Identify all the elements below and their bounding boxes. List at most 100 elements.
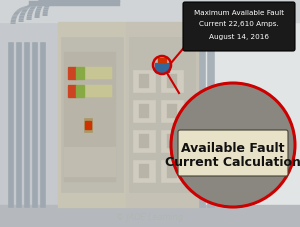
Polygon shape bbox=[38, 1, 45, 2]
Bar bbox=[68, 86, 112, 98]
Polygon shape bbox=[28, 5, 34, 6]
Bar bbox=[133, 101, 155, 122]
Polygon shape bbox=[19, 18, 24, 20]
Polygon shape bbox=[14, 14, 19, 15]
Bar bbox=[158, 59, 166, 63]
Bar bbox=[167, 105, 177, 118]
Bar bbox=[64, 147, 116, 177]
Polygon shape bbox=[19, 21, 24, 23]
Polygon shape bbox=[48, 0, 54, 1]
Text: Current 22,610 Amps.: Current 22,610 Amps. bbox=[199, 21, 279, 27]
Polygon shape bbox=[11, 19, 16, 20]
Bar bbox=[139, 164, 149, 178]
Polygon shape bbox=[15, 12, 21, 13]
Bar bbox=[139, 134, 149, 148]
Polygon shape bbox=[38, 4, 45, 6]
Bar bbox=[68, 86, 76, 98]
Bar bbox=[84, 118, 92, 132]
FancyBboxPatch shape bbox=[178, 131, 288, 176]
Polygon shape bbox=[19, 20, 24, 21]
Bar bbox=[0, 0, 300, 23]
Polygon shape bbox=[19, 16, 25, 18]
Bar bbox=[76, 86, 84, 98]
Bar bbox=[0, 0, 58, 227]
Polygon shape bbox=[19, 9, 25, 10]
Polygon shape bbox=[20, 13, 26, 15]
Polygon shape bbox=[34, 4, 40, 5]
Polygon shape bbox=[16, 11, 22, 12]
Bar bbox=[55, 18, 300, 207]
Polygon shape bbox=[44, 7, 50, 9]
Bar bbox=[161, 71, 183, 93]
Polygon shape bbox=[31, 4, 37, 5]
Polygon shape bbox=[17, 10, 24, 11]
Bar bbox=[161, 160, 183, 182]
Polygon shape bbox=[11, 22, 16, 23]
Polygon shape bbox=[27, 15, 32, 17]
Polygon shape bbox=[47, 1, 53, 3]
Text: © JADE Learning: © JADE Learning bbox=[116, 212, 184, 222]
Polygon shape bbox=[29, 9, 35, 10]
Polygon shape bbox=[24, 8, 30, 9]
Bar bbox=[38, 0, 120, 3]
Bar bbox=[16, 43, 21, 207]
Bar bbox=[167, 164, 177, 178]
FancyBboxPatch shape bbox=[183, 3, 295, 52]
Polygon shape bbox=[35, 2, 41, 4]
Bar bbox=[133, 131, 155, 152]
Polygon shape bbox=[27, 14, 33, 15]
Polygon shape bbox=[21, 12, 27, 13]
Polygon shape bbox=[23, 7, 29, 8]
Bar bbox=[68, 68, 112, 80]
Polygon shape bbox=[11, 18, 17, 19]
Polygon shape bbox=[46, 3, 52, 5]
Polygon shape bbox=[43, 13, 48, 15]
Polygon shape bbox=[28, 10, 34, 12]
Polygon shape bbox=[43, 15, 48, 17]
Text: Maximum Available Fault: Maximum Available Fault bbox=[194, 10, 284, 16]
Text: Available Fault: Available Fault bbox=[181, 141, 285, 154]
Polygon shape bbox=[22, 11, 28, 12]
Bar bbox=[68, 68, 76, 80]
Bar bbox=[64, 53, 116, 182]
Polygon shape bbox=[43, 11, 48, 13]
Bar bbox=[28, 2, 55, 7]
Bar bbox=[61, 38, 123, 192]
Bar bbox=[76, 68, 84, 80]
Bar bbox=[28, 2, 120, 7]
Bar bbox=[167, 75, 177, 89]
Bar bbox=[24, 43, 29, 207]
Polygon shape bbox=[28, 12, 33, 14]
Polygon shape bbox=[36, 9, 41, 11]
Polygon shape bbox=[13, 15, 18, 16]
Polygon shape bbox=[37, 7, 42, 9]
Bar bbox=[40, 43, 45, 207]
Bar bbox=[58, 23, 126, 207]
Text: August 14, 2016: August 14, 2016 bbox=[209, 34, 269, 40]
Bar bbox=[133, 71, 155, 93]
Polygon shape bbox=[27, 17, 32, 19]
Polygon shape bbox=[12, 16, 18, 18]
Polygon shape bbox=[20, 8, 26, 9]
Bar bbox=[155, 64, 169, 73]
Polygon shape bbox=[40, 0, 46, 1]
Polygon shape bbox=[45, 5, 51, 7]
Polygon shape bbox=[42, 0, 49, 1]
Circle shape bbox=[171, 84, 295, 207]
Polygon shape bbox=[20, 15, 25, 16]
Polygon shape bbox=[32, 5, 39, 6]
Bar bbox=[161, 101, 183, 122]
Bar bbox=[198, 23, 205, 207]
Polygon shape bbox=[31, 6, 37, 7]
Polygon shape bbox=[26, 6, 33, 7]
Bar bbox=[139, 75, 149, 89]
Polygon shape bbox=[38, 6, 44, 7]
Polygon shape bbox=[34, 3, 40, 4]
Bar bbox=[8, 43, 13, 207]
Bar bbox=[85, 121, 91, 129]
Polygon shape bbox=[30, 7, 36, 9]
Text: Current Calculation: Current Calculation bbox=[165, 156, 300, 169]
Polygon shape bbox=[11, 23, 16, 25]
Polygon shape bbox=[14, 13, 20, 14]
Bar bbox=[161, 131, 183, 152]
